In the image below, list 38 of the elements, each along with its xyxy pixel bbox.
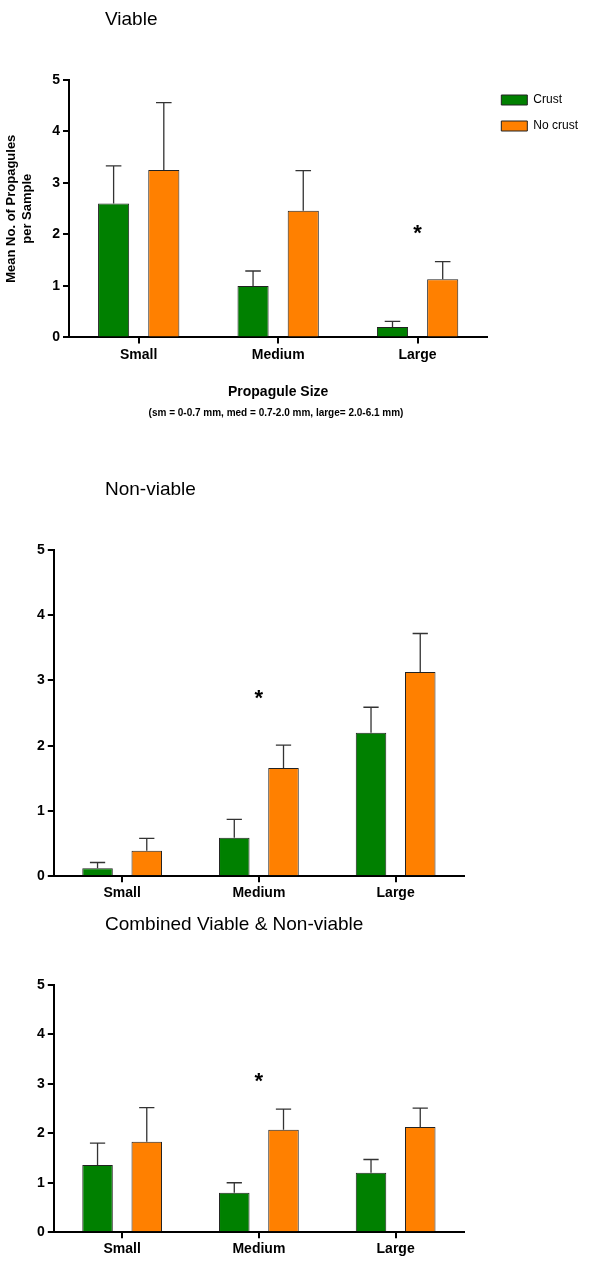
y-tick-label: 2 [36,736,45,753]
y-axis-title: Mean No. of Propagules per Sample [3,134,34,283]
annotation: * [254,1067,264,1093]
annotation: * [413,220,423,246]
x-tick-label: Large [398,345,437,362]
y-tick-label: 4 [36,1025,45,1042]
y-tick-label: 0 [36,1223,45,1240]
y-tick-label: 0 [52,328,61,345]
x-tick-label: Large [376,1240,415,1257]
chart-title: Viable [105,8,158,30]
y-tick-label: 3 [36,671,45,688]
x-tick-label: Medium [232,884,286,901]
x-tick-label: Medium [251,345,305,362]
x-axis-title: Propagule Size [227,383,329,400]
x-tick-label: Small [103,1240,141,1257]
y-tick-label: 5 [36,975,45,992]
x-tick-label: Small [103,884,141,901]
y-tick-label: 5 [36,540,45,557]
y-tick-label: 5 [52,70,61,87]
x-tick-label: Large [376,884,415,901]
legend-label: No crust [533,118,579,133]
y-tick-label: 3 [52,173,61,190]
y-tick-label: 4 [36,606,45,623]
y-tick-label: 0 [36,867,45,884]
x-tick-label: Medium [232,1240,286,1257]
annotation: * [254,684,264,710]
legend-label: Crust [533,92,563,107]
y-tick-label: 2 [52,225,61,242]
y-tick-label: 1 [36,1173,45,1190]
y-tick-label: 1 [52,276,61,293]
text: (sm = 0-0.7 mm, med = 0.7-2.0 mm, large= 2.0-6.1 mm) [147,407,405,418]
y-tick-label: 4 [52,122,61,139]
y-tick-label: 2 [36,1124,45,1141]
chart-title: Combined Viable & Non-viable [105,913,364,935]
chart-title: Non-viable [105,478,196,500]
y-tick-label: 3 [36,1074,45,1091]
x-tick-label: Small [120,345,158,362]
y-tick-label: 1 [36,801,45,818]
